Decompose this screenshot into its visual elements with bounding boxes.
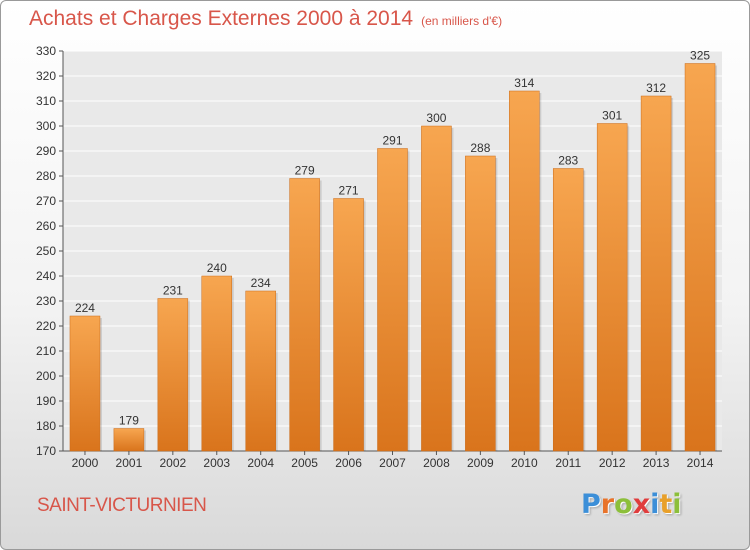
data-label: 231 (163, 284, 183, 298)
data-label: 279 (295, 164, 315, 178)
x-tick-label: 2004 (247, 456, 274, 470)
x-tick-label: 2007 (379, 456, 406, 470)
y-tick-label: 230 (36, 294, 56, 308)
bar-2012 (596, 123, 628, 452)
x-tick-label: 2014 (687, 456, 714, 470)
data-label: 240 (207, 261, 227, 275)
bar-2005 (289, 178, 320, 452)
bar-2003 (201, 275, 233, 452)
bar-2007 (377, 148, 408, 452)
x-tick-label: 2008 (423, 456, 450, 470)
y-tick-label: 320 (36, 69, 56, 83)
x-tick-label: 2006 (335, 456, 362, 470)
y-tick-label: 280 (36, 169, 56, 183)
x-tick-label: 2010 (511, 456, 538, 470)
logo-letter: r (600, 489, 615, 520)
data-label: 291 (382, 134, 402, 148)
y-tick-label: 170 (36, 444, 56, 458)
bar-2013 (640, 95, 672, 452)
y-tick-label: 240 (36, 269, 56, 283)
bar-2001 (113, 428, 145, 452)
logo-letter: t (659, 489, 673, 520)
x-tick-label: 2001 (116, 456, 143, 470)
y-tick-label: 300 (36, 119, 56, 133)
x-tick-label: 2009 (467, 456, 494, 470)
data-label: 314 (514, 76, 534, 90)
data-label: 312 (646, 81, 666, 95)
bar-2009 (465, 155, 496, 452)
y-tick-label: 200 (36, 369, 56, 383)
data-label: 283 (558, 154, 578, 168)
chart-title-text: Achats et Charges Externes 2000 à 2014 (29, 7, 414, 30)
chart-subtitle: (en milliers d'€) (421, 14, 503, 28)
place-name: SAINT-VICTURNIEN (37, 495, 207, 516)
x-tick-label: 2002 (159, 456, 186, 470)
proxiti-logo: Proxiti (581, 489, 682, 520)
y-tick-label: 250 (36, 244, 56, 258)
data-label: 300 (426, 111, 446, 125)
y-tick-label: 290 (36, 144, 56, 158)
y-tick-label: 310 (36, 94, 56, 108)
chart-title: Achats et Charges Externes 2000 à 2014 (e… (29, 7, 502, 31)
x-tick-label: 2012 (599, 456, 626, 470)
data-label: 271 (339, 184, 359, 198)
bar-2006 (333, 198, 364, 452)
data-label: 179 (119, 414, 139, 428)
bar-2008 (421, 125, 452, 452)
y-tick-label: 180 (36, 419, 56, 433)
bar-2014 (684, 63, 716, 452)
bar-2011 (552, 168, 584, 452)
logo-letter: o (614, 489, 633, 520)
x-tick-label: 2000 (72, 456, 99, 470)
bar-2004 (245, 290, 276, 452)
data-label: 288 (470, 141, 490, 155)
y-tick-label: 270 (36, 194, 56, 208)
logo-letter: i (672, 489, 682, 520)
y-tick-label: 190 (36, 394, 56, 408)
y-tick-label: 260 (36, 219, 56, 233)
data-label: 325 (690, 49, 710, 63)
logo-letter: x (632, 489, 651, 520)
bar-2002 (157, 298, 189, 452)
y-tick-label: 220 (36, 319, 56, 333)
data-label: 224 (75, 301, 95, 315)
x-tick-label: 2011 (555, 456, 581, 470)
x-tick-label: 2003 (203, 456, 230, 470)
data-label: 234 (251, 276, 271, 290)
x-tick-label: 2013 (643, 456, 670, 470)
y-tick-label: 210 (36, 344, 56, 358)
y-tick-label: 330 (36, 44, 56, 58)
logo-letter: P (581, 489, 601, 520)
logo-letter: i (650, 489, 660, 520)
bar-2010 (509, 90, 540, 452)
data-label: 301 (602, 109, 622, 123)
x-tick-label: 2005 (291, 456, 318, 470)
bar-2000 (69, 315, 101, 452)
